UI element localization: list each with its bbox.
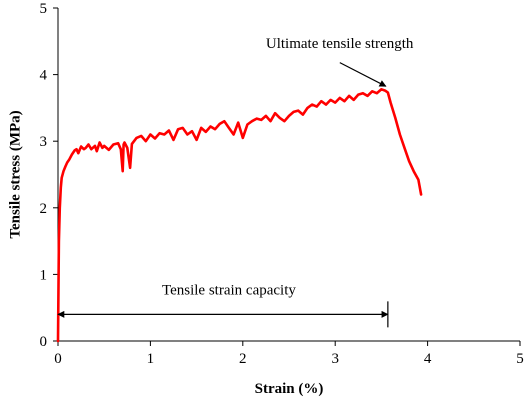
annotations: Ultimate tensile strength Tensile strain…: [57, 36, 414, 328]
x-tick-label: 0: [54, 351, 62, 367]
y-tick-label: 4: [40, 68, 48, 84]
x-tick-label: 2: [239, 351, 247, 367]
x-axis-title: Strain (%): [255, 381, 324, 397]
ultimate-strength-arrow: [339, 62, 387, 87]
x-tick-label: 3: [331, 351, 339, 367]
y-tick-label: 2: [40, 201, 48, 217]
x-axis-ticks: 0 1 2 3 4 5: [54, 341, 524, 367]
x-tick-label: 5: [516, 351, 524, 367]
series-group: [56, 88, 423, 343]
x-tick-label: 1: [147, 351, 155, 367]
ultimate-strength-label: Ultimate tensile strength: [266, 36, 414, 52]
y-tick-label: 1: [40, 267, 48, 283]
strain-capacity-label: Tensile strain capacity: [162, 282, 296, 298]
y-tick-label: 0: [40, 334, 48, 350]
stress-strain-line: [56, 88, 423, 343]
x-tick-label: 4: [424, 351, 432, 367]
y-tick-label: 3: [40, 134, 48, 150]
y-axis-title: Tensile stress (MPa): [7, 110, 23, 238]
y-axis-ticks: 0 1 2 3 4 5: [40, 1, 58, 350]
y-tick-label: 5: [40, 1, 48, 17]
